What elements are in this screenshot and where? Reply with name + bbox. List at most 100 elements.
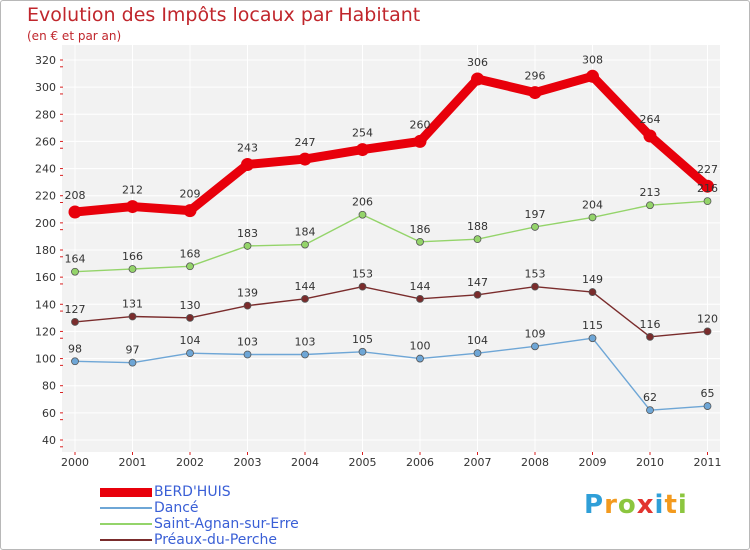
data-label: 264 [640, 113, 661, 126]
data-point [126, 200, 139, 214]
data-label: 243 [237, 142, 258, 155]
y-tick-label: 80 [42, 380, 56, 393]
x-tick-label: 2007 [464, 456, 492, 469]
data-label: 115 [582, 319, 603, 332]
data-point [243, 350, 252, 359]
series-line-3 [74, 285, 709, 338]
data-label: 144 [410, 280, 431, 293]
data-point [413, 134, 427, 148]
data-label: 227 [697, 163, 718, 176]
data-point [186, 349, 194, 358]
data-label: 97 [126, 344, 140, 357]
brand-letter: P [584, 490, 605, 520]
data-label: 204 [582, 198, 603, 211]
x-tick-label: 2004 [291, 456, 319, 469]
data-label: 116 [640, 318, 661, 331]
data-label: 184 [295, 226, 316, 239]
x-tick-label: 2000 [61, 456, 89, 469]
y-tick-label: 40 [42, 434, 56, 447]
data-label: 109 [525, 327, 546, 340]
data-label: 254 [352, 127, 373, 140]
data-label: 213 [640, 186, 661, 199]
data-point [243, 301, 252, 310]
data-label: 186 [410, 223, 431, 236]
data-point [416, 354, 424, 363]
legend-label: Dancé [154, 500, 199, 516]
chart-title: Evolution des Impôts locaux par Habitant [27, 4, 421, 26]
data-label: 260 [410, 118, 431, 131]
data-point [531, 342, 539, 351]
legend-swatch [100, 500, 152, 516]
data-label: 153 [352, 268, 373, 281]
y-tick-label: 280 [35, 108, 56, 121]
data-label: 209 [180, 188, 201, 201]
data-label: 166 [122, 250, 143, 263]
brand-letter: i [677, 490, 688, 520]
data-point [186, 313, 194, 322]
y-tick-label: 140 [35, 298, 56, 311]
data-label: 103 [237, 336, 258, 349]
data-point [71, 357, 79, 366]
legend-swatch [100, 484, 152, 500]
legend-label: BERD'HUIS [154, 484, 231, 500]
data-label: 105 [352, 333, 373, 346]
data-point [298, 152, 312, 166]
data-point [703, 197, 712, 206]
x-tick-label: 2001 [119, 456, 147, 469]
x-tick-label: 2003 [234, 456, 262, 469]
data-label: 103 [295, 336, 316, 349]
legend-label: Préaux-du-Perche [154, 532, 278, 548]
legend-swatch [100, 516, 152, 532]
data-point [588, 213, 597, 222]
data-label: 212 [122, 184, 143, 197]
data-point [646, 332, 654, 341]
data-point [356, 143, 369, 157]
y-tick-label: 220 [35, 190, 56, 203]
data-point [183, 204, 197, 218]
brand-letter: i [654, 490, 665, 520]
data-label: 104 [467, 334, 488, 347]
data-label: 296 [525, 70, 546, 83]
x-tick-label: 2006 [406, 456, 434, 469]
y-tick-label: 60 [42, 407, 56, 420]
data-point [358, 282, 367, 291]
plot-area [62, 45, 720, 452]
data-label: 131 [122, 298, 143, 311]
series-line-1 [74, 337, 709, 411]
data-point [588, 334, 597, 343]
y-tick-label: 320 [35, 54, 56, 67]
brand-logo: Proxiti [584, 490, 688, 520]
data-label: 100 [410, 340, 431, 353]
data-point [416, 294, 424, 303]
data-point [186, 262, 194, 271]
x-tick-label: 2010 [636, 456, 664, 469]
chart-subtitle: (en € et par an) [27, 29, 122, 43]
y-tick-label: 240 [35, 163, 56, 176]
data-point [646, 201, 654, 210]
y-tick-label: 300 [35, 81, 56, 94]
brand-letter: x [636, 490, 655, 520]
series-line-2 [74, 200, 709, 273]
data-point [703, 402, 712, 410]
data-label: 247 [295, 136, 316, 149]
data-label: 130 [180, 299, 201, 312]
data-point [68, 205, 82, 219]
data-point [473, 290, 482, 299]
data-point [128, 312, 137, 321]
data-point [243, 242, 252, 250]
brand-letter: r [604, 490, 618, 520]
data-label: 206 [352, 196, 373, 209]
data-label: 98 [68, 342, 82, 355]
data-label: 120 [697, 312, 718, 325]
data-label: 147 [467, 276, 488, 289]
data-point [646, 406, 654, 415]
series-line-0 [70, 71, 712, 217]
data-label: 308 [582, 53, 603, 66]
data-label: 65 [701, 387, 715, 400]
data-label: 306 [467, 56, 488, 69]
data-label: 139 [237, 287, 258, 300]
data-point [588, 288, 597, 296]
data-point [643, 129, 657, 143]
data-point [358, 347, 367, 356]
